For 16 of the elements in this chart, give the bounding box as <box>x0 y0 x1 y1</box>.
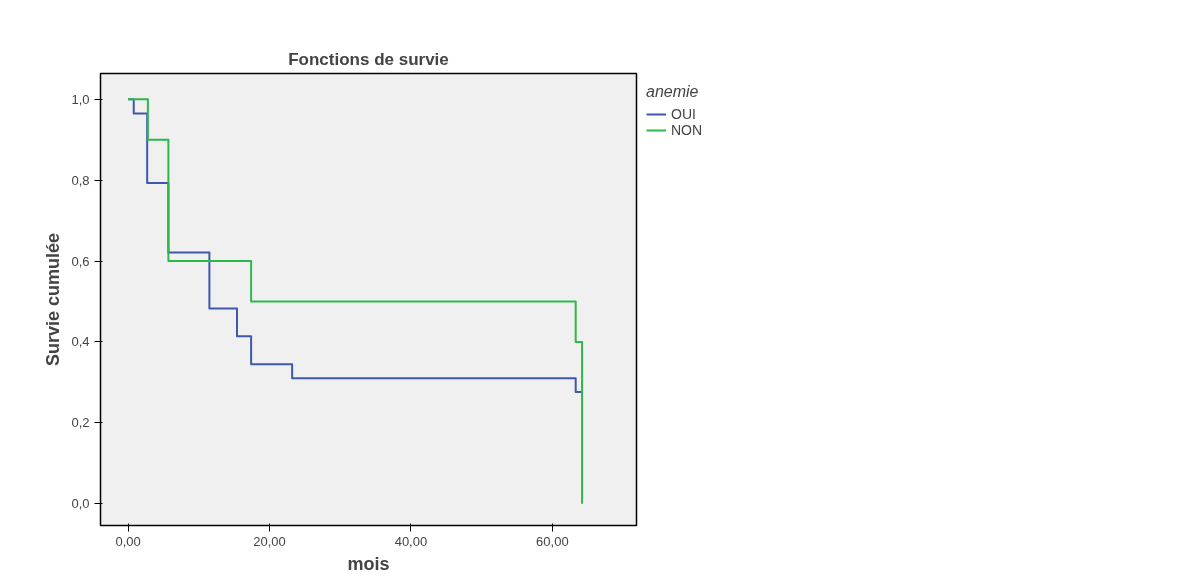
legend-label: OUI <box>671 106 696 122</box>
chart-title: Fonctions de survie <box>288 49 449 69</box>
y-tick-label: 1,0 <box>71 91 90 107</box>
y-tick-label: 0,4 <box>71 334 90 350</box>
x-tick-label: 60,00 <box>536 533 569 549</box>
x-tick-label: 40,00 <box>394 533 428 549</box>
x-tick-label: 0,00 <box>115 533 141 549</box>
x-tick-label: 20,00 <box>253 533 286 549</box>
legend-title: anemie <box>646 83 700 101</box>
y-tick-label: 0,2 <box>71 415 90 431</box>
y-axis-title: Survie cumulée <box>43 232 64 367</box>
y-tick-label: 0,8 <box>71 172 90 188</box>
legend-label: NON <box>671 122 703 138</box>
y-tick-label: 0,0 <box>71 496 90 512</box>
y-tick-label: 0,6 <box>71 253 90 269</box>
x-axis-title: mois <box>347 553 390 574</box>
